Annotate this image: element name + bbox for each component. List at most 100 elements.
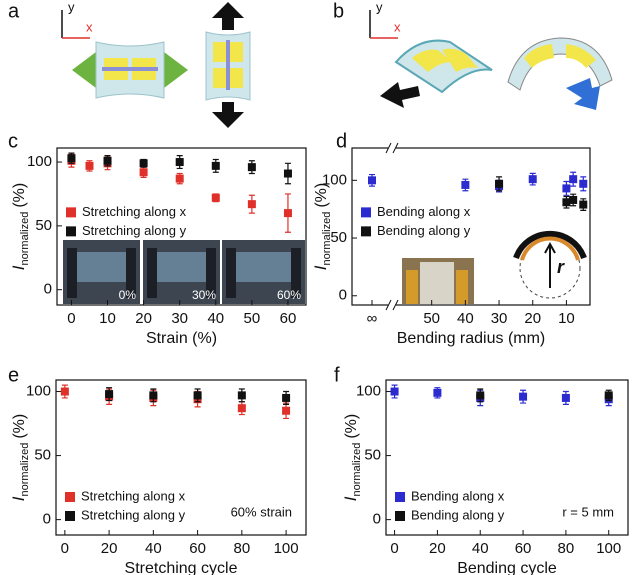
wire	[226, 40, 230, 90]
legend-label: Bending along y	[377, 223, 471, 238]
x-tick-label: 30	[171, 310, 188, 327]
plot-frame	[385, 379, 629, 536]
bend-sheet	[513, 230, 587, 260]
data-point	[562, 184, 571, 193]
y-axis-title-main: I	[311, 265, 330, 270]
x-tick-label: 20	[524, 310, 541, 327]
axis-name: x	[394, 19, 401, 34]
x-tick-label: 100	[274, 540, 299, 557]
y-axis-title-unit: (%)	[343, 414, 360, 439]
axis-name: x	[86, 19, 93, 34]
data-point	[237, 391, 246, 400]
data-point	[368, 176, 376, 185]
data-point	[390, 387, 399, 396]
y-tick-label: 0	[373, 511, 381, 528]
plot-frame	[55, 379, 307, 536]
axis-name: y	[376, 0, 383, 14]
data-point	[433, 388, 442, 397]
device	[507, 37, 613, 91]
data-point	[67, 154, 76, 163]
axis-break-gap	[388, 303, 396, 307]
legend-label: Stretching along y	[82, 223, 187, 238]
data-point	[103, 156, 112, 165]
data-point	[519, 392, 528, 401]
inset-photo-detail	[420, 262, 454, 304]
x-tick-label: 20	[135, 310, 152, 327]
data-point	[175, 174, 184, 183]
legend-marker	[65, 511, 75, 521]
data-point	[247, 200, 256, 209]
data-point	[283, 209, 292, 218]
x-tick-label: 80	[233, 540, 250, 557]
legend-marker	[66, 207, 76, 218]
wire	[102, 67, 158, 71]
x-tick-label: 30	[491, 310, 508, 327]
x-tick-label: 80	[558, 540, 575, 557]
legend-marker	[395, 492, 405, 502]
data-point	[495, 179, 504, 188]
cell	[524, 44, 554, 68]
panel-letter: b	[333, 0, 344, 22]
data-point	[175, 158, 184, 167]
data-point	[569, 175, 578, 184]
inset-label: 60%	[277, 288, 301, 302]
inset-photo-detail	[153, 252, 210, 282]
y-axis-title-sub: normalized	[321, 212, 333, 266]
inset-photo-detail	[206, 248, 216, 298]
x-tick-label: 0	[390, 540, 398, 557]
x-tick-label: 40	[145, 540, 162, 557]
y-tick-label: 50	[364, 447, 381, 464]
data-point	[60, 387, 69, 396]
legend-label: Stretching along x	[81, 488, 186, 503]
y-tick-label: 0	[43, 511, 51, 528]
data-point	[211, 161, 220, 170]
legend-marker	[66, 226, 76, 237]
x-tick-label: 60	[189, 540, 206, 557]
inset-photo-detail	[232, 252, 295, 282]
panel-letter: e	[8, 364, 19, 386]
data-point	[149, 391, 158, 400]
arrow	[380, 82, 420, 108]
legend-marker	[395, 511, 405, 521]
y-tick-label: 50	[35, 217, 52, 234]
y-axis-title-main: I	[9, 496, 28, 501]
schematic-b: b y x	[333, 0, 613, 110]
y-axis-title-sub: normalized	[19, 443, 31, 497]
x-tick-label: 50	[244, 310, 261, 327]
data-point	[247, 163, 256, 172]
cell	[442, 48, 478, 72]
inset-photo-detail	[147, 248, 157, 298]
panel-letter: d	[336, 130, 347, 152]
inset-photo-detail	[226, 248, 236, 298]
x-axis-title: Bending radius (mm)	[397, 330, 546, 347]
inset-photo-detail	[126, 248, 136, 298]
axis-break	[385, 142, 399, 154]
y-tick-label: 100	[27, 153, 52, 170]
x-tick-label: 100	[596, 540, 621, 557]
panel-letter: a	[8, 0, 20, 22]
y-tick-label: 50	[34, 447, 51, 464]
legend-marker	[65, 492, 75, 502]
x-tick-label: 0	[67, 310, 75, 327]
y-axis-title-unit: (%)	[11, 414, 28, 439]
data-point	[579, 179, 588, 188]
x-tick-label: 40	[207, 310, 224, 327]
y-tick-label: 0	[339, 287, 347, 304]
y-axis-title-sub: normalized	[351, 443, 363, 497]
y-tick-label: 100	[26, 382, 51, 399]
schematic-a: a y x	[8, 0, 251, 128]
panel-letter: c	[8, 130, 18, 152]
data-point	[193, 391, 202, 400]
device	[394, 39, 493, 94]
legend-label: Stretching along x	[82, 204, 187, 219]
inset-photo-detail	[406, 270, 418, 304]
data-point	[282, 393, 291, 402]
x-tick-label: 20	[429, 540, 446, 557]
data-point	[105, 390, 114, 399]
y-axis-title-main: I	[341, 496, 360, 501]
x-tick-label: ∞	[367, 310, 378, 327]
data-point	[476, 391, 485, 400]
axis-break-gap	[388, 146, 396, 150]
x-tick-label: 20	[101, 540, 118, 557]
